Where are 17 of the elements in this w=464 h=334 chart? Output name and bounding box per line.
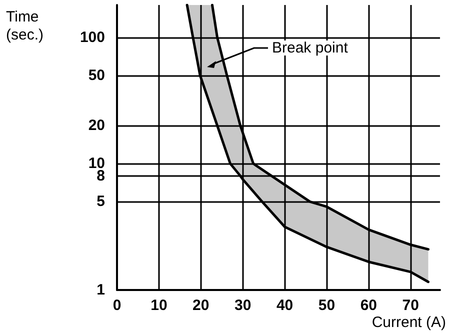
x-tick-label: 50 [318, 297, 336, 314]
x-tick-label: 60 [360, 297, 378, 314]
y-tick-label: 1 [96, 282, 105, 298]
annotation: Break point [272, 40, 349, 56]
x-tick-label: 70 [402, 297, 419, 314]
x-tick-label: 10 [150, 297, 168, 314]
x-tick-label: 0 [112, 297, 122, 314]
x-axis-title: Current (A) [372, 314, 446, 331]
x-tick-label: 20 [192, 297, 210, 314]
y-axis-title: Time (sec.) [6, 8, 44, 44]
y-tick-label: 100 [80, 28, 105, 46]
x-tick-label: 40 [276, 297, 294, 314]
y-tick-label: 8 [96, 167, 105, 184]
x-tick-label: 30 [234, 297, 252, 314]
y-tick-label: 50 [88, 66, 105, 84]
y-tick-label: 20 [88, 117, 105, 134]
y-tick-label: 5 [96, 193, 105, 210]
